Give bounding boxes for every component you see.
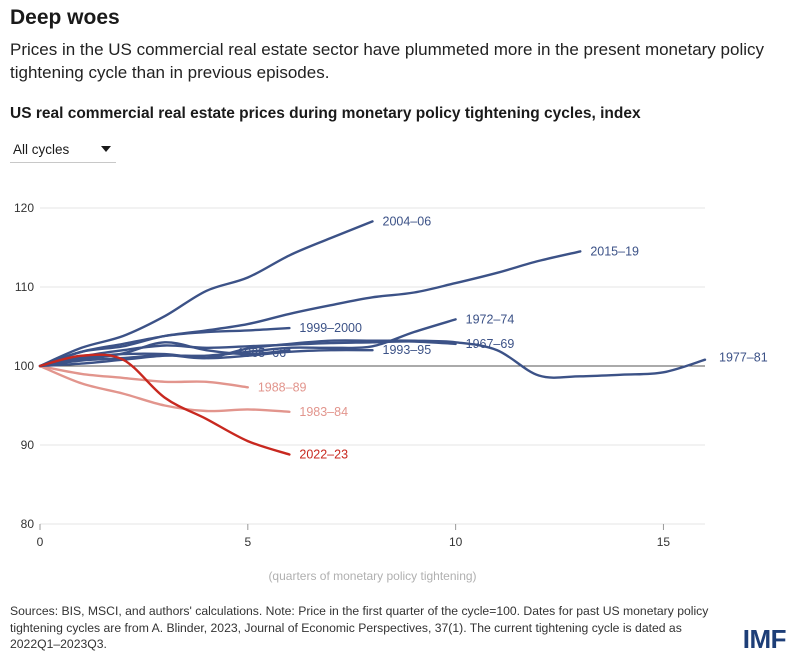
series-line-1988-89[interactable] (38, 364, 249, 389)
y-tick-label: 80 (21, 517, 35, 531)
series-label: 2022–23 (299, 447, 348, 461)
x-tick-label: 15 (657, 535, 671, 549)
series-labels: 2004–06 2015–19 1972–74 1999–2000 1967–69 196… (237, 214, 767, 461)
y-axis-ticks: 80 90 100 110 120 (14, 201, 34, 531)
series-line-1967-69[interactable] (38, 340, 457, 368)
series-label: 2004–06 (383, 214, 432, 228)
x-axis-ticks: 0 5 10 15 (37, 524, 671, 549)
x-tick-label: 5 (244, 535, 251, 549)
series-label: 1965–66 (237, 346, 286, 360)
page-headline: Deep woes (10, 6, 120, 29)
source-note: Sources: BIS, MSCI, and authors' calcula… (10, 604, 709, 651)
y-tick-label: 110 (15, 280, 34, 294)
series-line-1999-2000[interactable] (38, 326, 291, 368)
x-tick-label: 0 (37, 535, 44, 549)
line-chart: 80 90 100 110 120 0 5 10 15 2004–06 2015–19 1972–… (14, 201, 768, 583)
series-label: 1977–81 (719, 351, 768, 365)
series-label: 1972–74 (466, 312, 515, 326)
page-subtitle: Prices in the US commercial real estate … (10, 40, 764, 82)
x-axis-label: (quarters of monetary policy tightening) (268, 569, 476, 583)
series-line-2022-23[interactable] (38, 353, 291, 456)
series-label: 1999–2000 (299, 321, 362, 335)
series-line-1977-81[interactable] (38, 339, 707, 379)
cycle-select-dropdown[interactable]: All cycles (10, 138, 116, 163)
series-line-1983-84[interactable] (38, 364, 291, 413)
y-tick-label: 100 (14, 359, 34, 373)
series-label: 1983–84 (299, 405, 348, 419)
series-line-2004-06[interactable] (38, 220, 374, 368)
chevron-down-icon[interactable] (101, 146, 111, 152)
x-tick-label: 10 (449, 535, 463, 549)
series-label: 1993–95 (383, 343, 432, 357)
y-tick-label: 120 (14, 201, 34, 215)
series-label: 1967–69 (466, 337, 515, 351)
series-label: 1988–89 (258, 380, 307, 394)
imf-logo: IMF (742, 624, 787, 654)
series-lines (38, 220, 707, 456)
cycle-select-value: All cycles (13, 142, 70, 157)
series-label: 2015–19 (590, 244, 639, 258)
chart-title: US real commercial real estate prices du… (10, 105, 641, 122)
y-tick-label: 90 (21, 438, 35, 452)
series-line-2015-19[interactable] (38, 250, 582, 368)
